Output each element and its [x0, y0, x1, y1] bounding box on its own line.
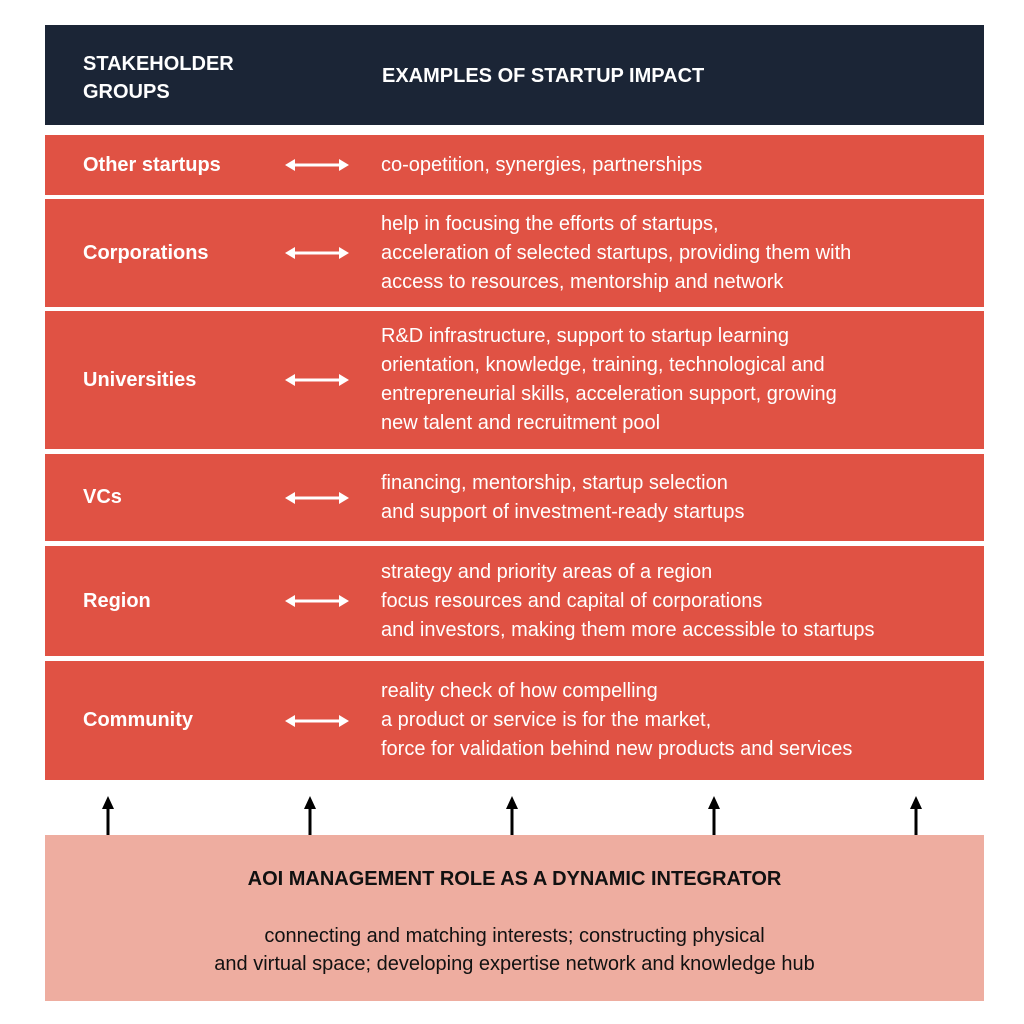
- impact-description: R&D infrastructure, support to startup l…: [381, 311, 974, 449]
- up-arrow-icon: [910, 796, 922, 836]
- integrator-box: AOI MANAGEMENT ROLE AS A DYNAMIC INTEGRA…: [45, 835, 984, 1001]
- impact-line: co-opetition, synergies, partnerships: [381, 153, 703, 176]
- impact-line: orientation, knowledge, training, techno…: [381, 354, 825, 376]
- impact-line: force for validation behind new products…: [381, 738, 853, 760]
- group-label: Universities: [83, 368, 197, 391]
- impact-description: reality check of how compelling a produc…: [381, 661, 974, 780]
- header-stakeholder-groups: STAKEHOLDER GROUPS: [83, 50, 283, 106]
- impact-line: a product or service is for the market,: [381, 709, 712, 731]
- up-arrow-icon: [708, 796, 720, 836]
- up-arrow-icon: [304, 796, 316, 836]
- double-arrow-icon: [285, 491, 349, 504]
- double-arrow-icon: [285, 374, 349, 386]
- impact-line: focus resources and capital of corporati…: [381, 589, 763, 612]
- row-vcs: VCs financing, mentorship, startup selec…: [45, 454, 984, 541]
- double-arrow-icon: [285, 595, 349, 607]
- impact-line: help in focusing the efforts of startups…: [381, 212, 719, 235]
- impact-line: and investors, making them more accessib…: [381, 618, 875, 641]
- group-label: VCs: [83, 486, 122, 508]
- double-arrow-icon: [285, 159, 349, 171]
- impact-line: acceleration of selected startups, provi…: [381, 241, 852, 264]
- impact-description: help in focusing the efforts of startups…: [381, 199, 974, 307]
- integrator-line: connecting and matching interests; const…: [264, 925, 765, 947]
- impact-description: co-opetition, synergies, partnerships: [381, 135, 974, 195]
- row-community: Community reality check of how compellin…: [45, 661, 984, 780]
- header-col1-line2: GROUPS: [83, 81, 170, 103]
- group-label: Corporations: [83, 241, 209, 264]
- double-arrow-icon: [285, 714, 349, 727]
- impact-description: strategy and priority areas of a region …: [381, 546, 974, 656]
- up-arrow-icon: [506, 796, 518, 836]
- impact-line: new talent and recruitment pool: [381, 412, 661, 434]
- integrator-description: connecting and matching interests; const…: [45, 922, 984, 978]
- impact-description: financing, mentorship, startup selection…: [381, 454, 974, 541]
- impact-line: entrepreneurial skills, acceleration sup…: [381, 383, 837, 405]
- header-col1-line1: STAKEHOLDER: [83, 53, 234, 75]
- up-arrow-icon: [102, 796, 114, 836]
- impact-line: financing, mentorship, startup selection: [381, 471, 728, 494]
- header-examples-of-impact: EXAMPLES OF STARTUP IMPACT: [382, 65, 705, 87]
- row-universities: Universities R&D infrastructure, support…: [45, 311, 984, 449]
- double-arrow-icon: [285, 247, 349, 259]
- impact-line: and support of investment-ready startups: [381, 500, 745, 523]
- integrator-line: and virtual space; developing expertise …: [214, 953, 815, 975]
- row-region: Region strategy and priority areas of a …: [45, 546, 984, 656]
- group-label: Other startups: [83, 153, 221, 176]
- row-corporations: Corporations help in focusing the effort…: [45, 199, 984, 307]
- integrator-title: AOI MANAGEMENT ROLE AS A DYNAMIC INTEGRA…: [247, 868, 782, 890]
- group-label: Region: [83, 589, 151, 612]
- row-other-startups: Other startups co-opetition, synergies, …: [45, 135, 984, 195]
- table-header: STAKEHOLDER GROUPS EXAMPLES OF STARTUP I…: [45, 25, 984, 125]
- impact-line: access to resources, mentorship and netw…: [381, 270, 784, 293]
- impact-line: R&D infrastructure, support to startup l…: [381, 325, 789, 347]
- impact-line: strategy and priority areas of a region: [381, 560, 713, 583]
- group-label: Community: [83, 709, 193, 731]
- impact-line: reality check of how compelling: [381, 680, 658, 702]
